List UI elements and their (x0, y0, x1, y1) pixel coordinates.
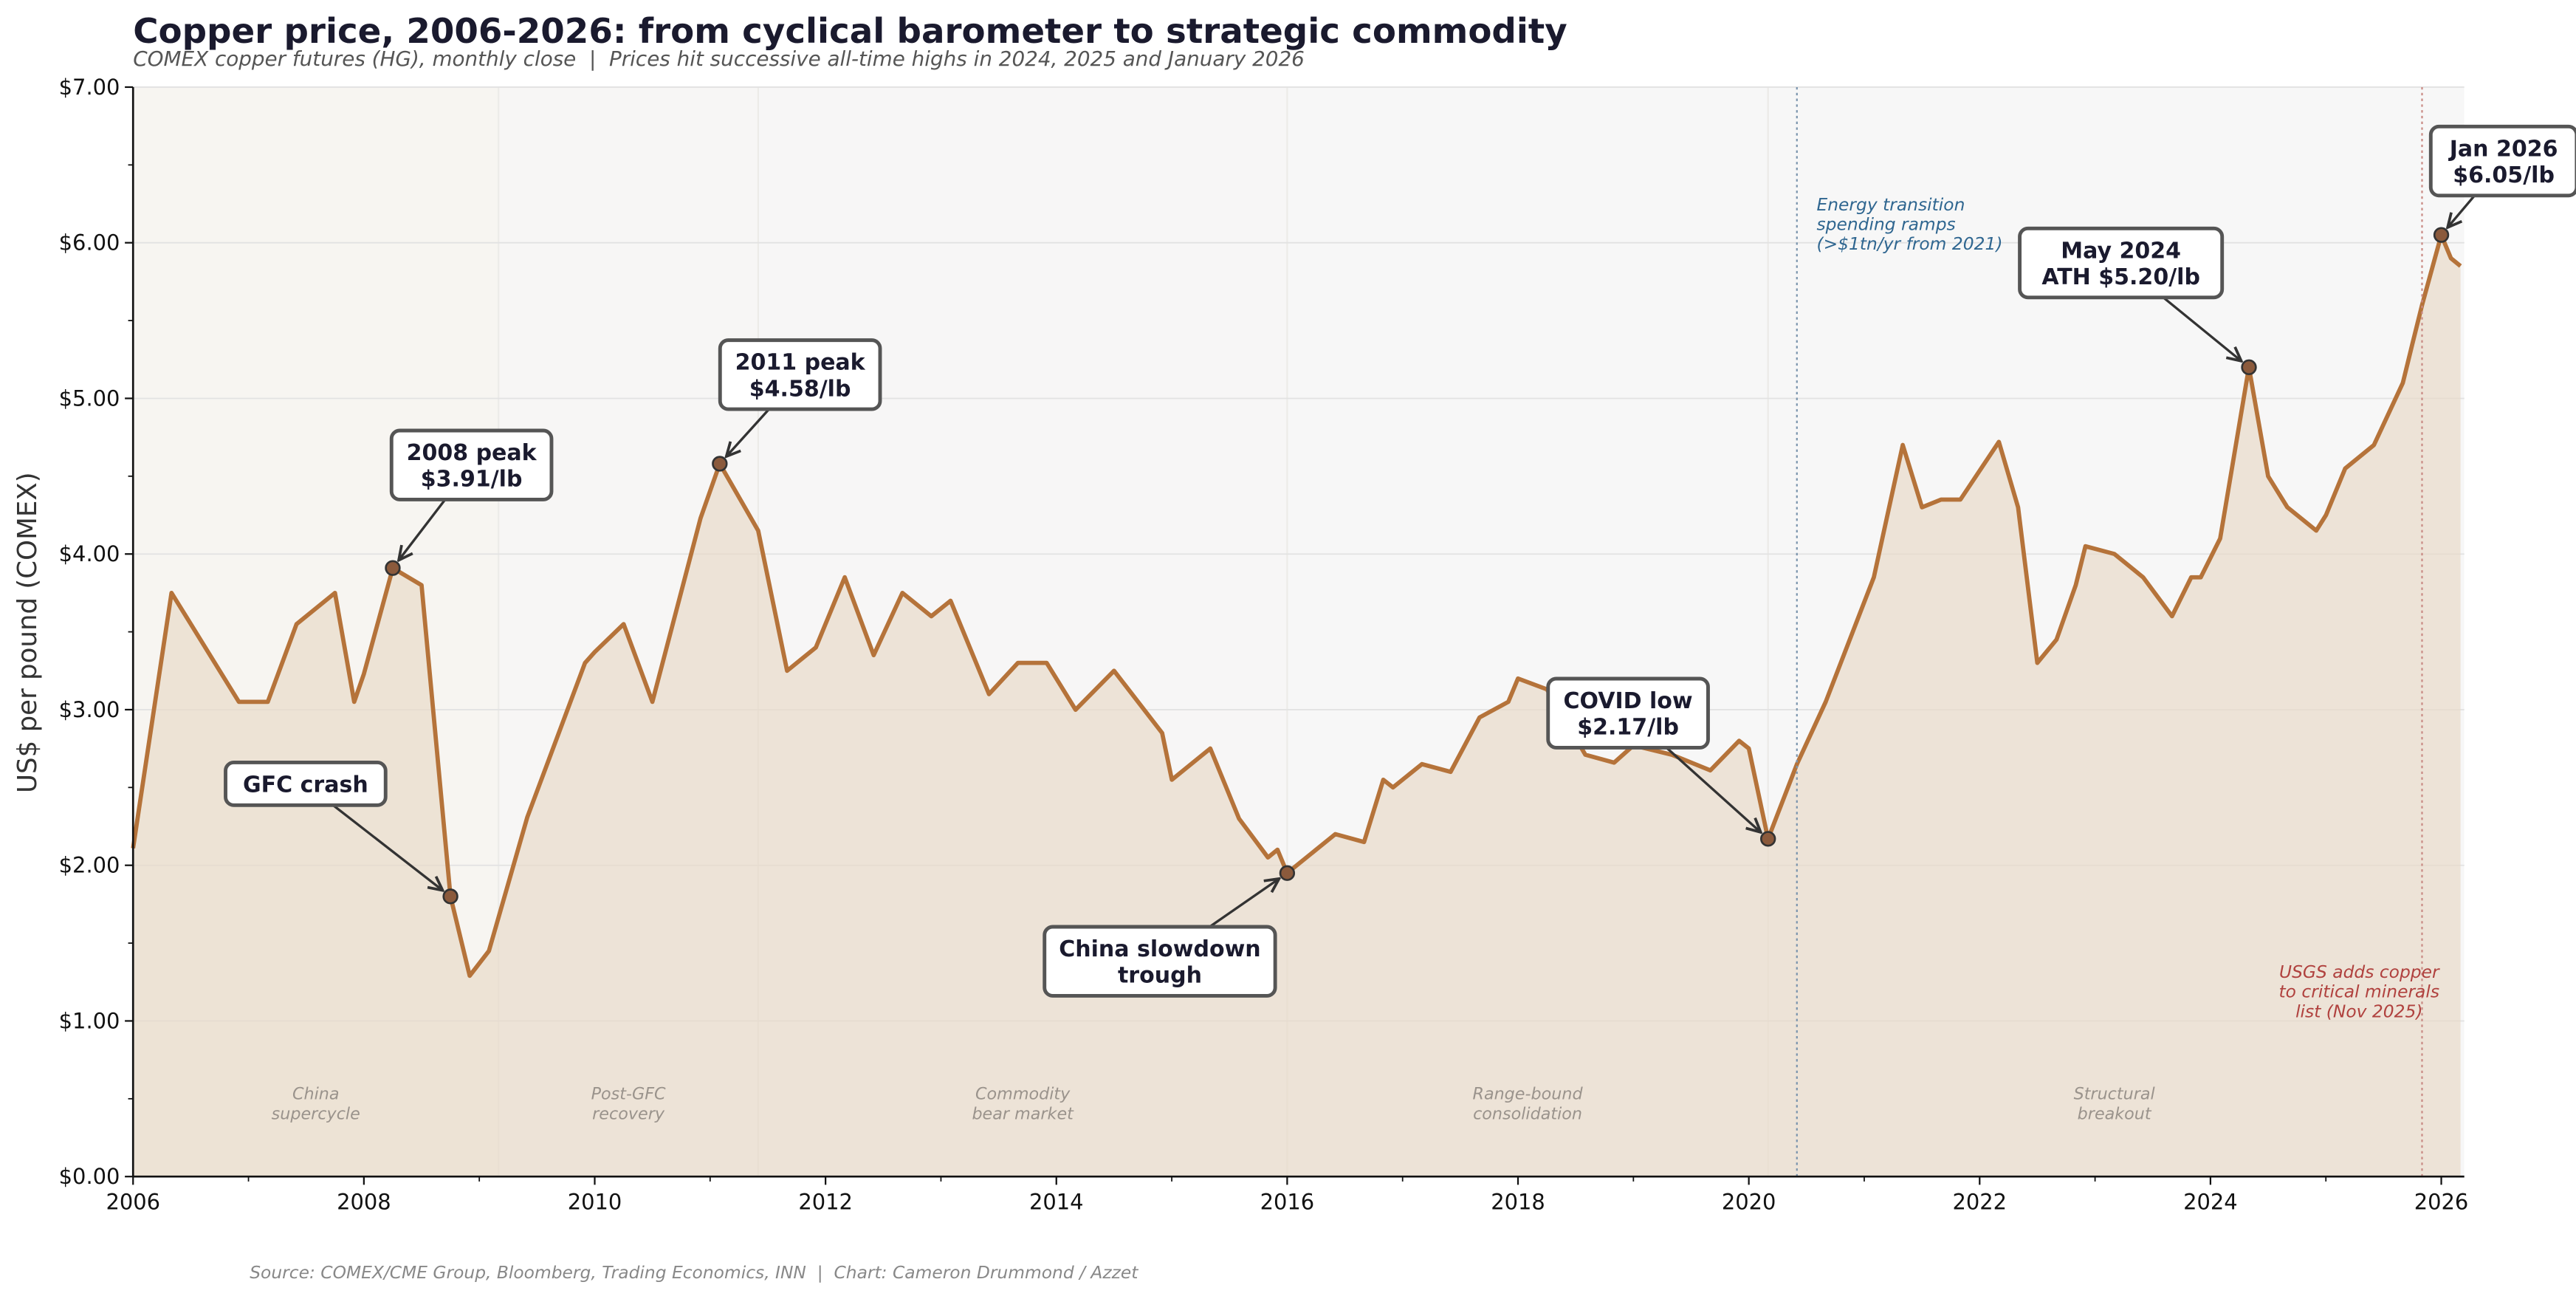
era-label-line: Structural (2074, 1085, 2156, 1104)
annotation-arrow (2162, 296, 2242, 361)
price-line (131, 233, 2462, 978)
source-note: Source: COMEX/CME Group, Bloomberg, Trad… (250, 1262, 1138, 1283)
era-label-line: consolidation (1473, 1104, 1582, 1123)
annotation-arrow (1209, 879, 1279, 928)
annotation-label: 2011 peak $4.58/lb (735, 350, 866, 402)
annotation-box (718, 338, 882, 411)
era-label: Post-GFC recovery (591, 1085, 666, 1124)
annotation-marker (2433, 227, 2450, 243)
annotation-label: GFC crash (243, 772, 368, 798)
era-label: Range-bound consolidation (1472, 1085, 1583, 1124)
y-tick-label: $4.00 (59, 541, 120, 566)
annotation-marker (1279, 865, 1296, 881)
era-label-line: China (292, 1085, 340, 1104)
annotation-box (1043, 925, 1277, 998)
annotation-arrow (727, 408, 770, 456)
annotation-line: Jan 2026 (2448, 136, 2558, 162)
x-tick-label: 2018 (1491, 1190, 1545, 1215)
annotation-line: $3.91/lb (421, 467, 523, 493)
annotation-box (224, 761, 388, 807)
annotation-box (1546, 676, 1710, 750)
annotation-line: $2.17/lb (1577, 715, 1679, 741)
annotation-arrow (1666, 747, 1761, 832)
chart-title: Copper price, 2006-2026: from cyclical b… (133, 12, 1567, 52)
annotation-line: trough (1118, 963, 1202, 989)
annotation-line: 2008 peak (407, 440, 537, 466)
annotation-box (389, 428, 554, 501)
era-label-line: breakout (2078, 1104, 2152, 1123)
annotation-marker (712, 456, 728, 472)
note-line: spending ramps (1816, 214, 1955, 235)
y-tick-label: $6.00 (59, 230, 120, 256)
y-tick-label: $2.00 (59, 853, 120, 878)
annotation-marker (1760, 831, 1776, 847)
y-tick-label: $0.00 (59, 1164, 120, 1189)
x-tick-label: 2014 (1029, 1190, 1084, 1215)
era-label-line: bear market (972, 1104, 1074, 1123)
x-tick-label: 2024 (2183, 1190, 2238, 1215)
annotation-label: China slowdown trough (1059, 936, 1260, 989)
era-label-line: recovery (592, 1104, 665, 1123)
usgs-note: USGS adds copper to critical minerals list… (2279, 962, 2440, 1021)
price-area-fill (133, 235, 2461, 1177)
y-tick-label: $1.00 (59, 1008, 120, 1033)
annotation-marker (442, 888, 458, 905)
era-label-line: supercycle (272, 1104, 360, 1123)
plot-area: China supercycle Post-GFC recovery Commodity… (59, 75, 2576, 1215)
x-tick-label: 2012 (798, 1190, 853, 1215)
annotation-line: May 2024 (2061, 238, 2181, 264)
annotation-marker (2241, 359, 2257, 375)
x-tick-label: 2026 (2414, 1190, 2469, 1215)
annotation-label: May 2024 ATH $5.20/lb (2041, 238, 2200, 290)
annotation-line: COVID low (1564, 688, 1693, 714)
era-label: Commodity bear market (972, 1085, 1074, 1124)
annotation-arrow (2448, 194, 2476, 227)
annotation-line: $4.58/lb (749, 376, 851, 402)
annotation-line: 2011 peak (735, 350, 866, 376)
note-line: USGS adds copper (2279, 962, 2440, 982)
annotation-line: China slowdown (1059, 936, 1260, 962)
annotation-arrow (399, 498, 447, 560)
y-tick-label: $7.00 (59, 75, 120, 100)
era-label-line: Range-bound (1472, 1085, 1583, 1104)
annotation-label: COVID low $2.17/lb (1564, 688, 1693, 741)
note-line: Energy transition (1816, 194, 1965, 215)
x-tick-label: 2022 (1952, 1190, 2007, 1215)
y-tick-label: $5.00 (59, 385, 120, 411)
annotation-line: ATH $5.20/lb (2041, 264, 2200, 290)
era-label-line: Commodity (975, 1085, 1071, 1104)
annotation-marker (385, 560, 401, 576)
energy-transition-note: Energy transition spending ramps (>$1tn/yr… (1816, 194, 2002, 254)
annotation-label: 2008 peak $3.91/lb (407, 440, 537, 493)
annotation-label: Jan 2026 $6.05/lb (2448, 136, 2558, 188)
note-line: (>$1tn/yr from 2021) (1816, 233, 2002, 254)
era-label: Structural breakout (2074, 1085, 2156, 1124)
note-line: list (Nov 2025) (2295, 1001, 2422, 1021)
annotation-box (2018, 226, 2225, 300)
annotation-line: GFC crash (243, 772, 368, 798)
note-line: to critical minerals (2279, 981, 2440, 1002)
era-label-line: Post-GFC (591, 1085, 666, 1104)
annotation-box (2428, 124, 2576, 198)
x-tick-label: 2020 (1722, 1190, 1776, 1215)
y-tick-label: $3.00 (59, 697, 120, 722)
annotation-line: $6.05/lb (2453, 162, 2555, 188)
x-tick-label: 2010 (568, 1190, 622, 1215)
x-tick-label: 2008 (337, 1190, 391, 1215)
x-tick-label: 2016 (1260, 1190, 1315, 1215)
y-axis-label: US$ per pound (COMEX) (13, 472, 43, 793)
annotation-arrow (332, 804, 442, 890)
chart-subtitle: COMEX copper futures (HG), monthly close… (133, 47, 1305, 71)
era-label: China supercycle (272, 1085, 360, 1124)
x-tick-label: 2006 (106, 1190, 160, 1215)
